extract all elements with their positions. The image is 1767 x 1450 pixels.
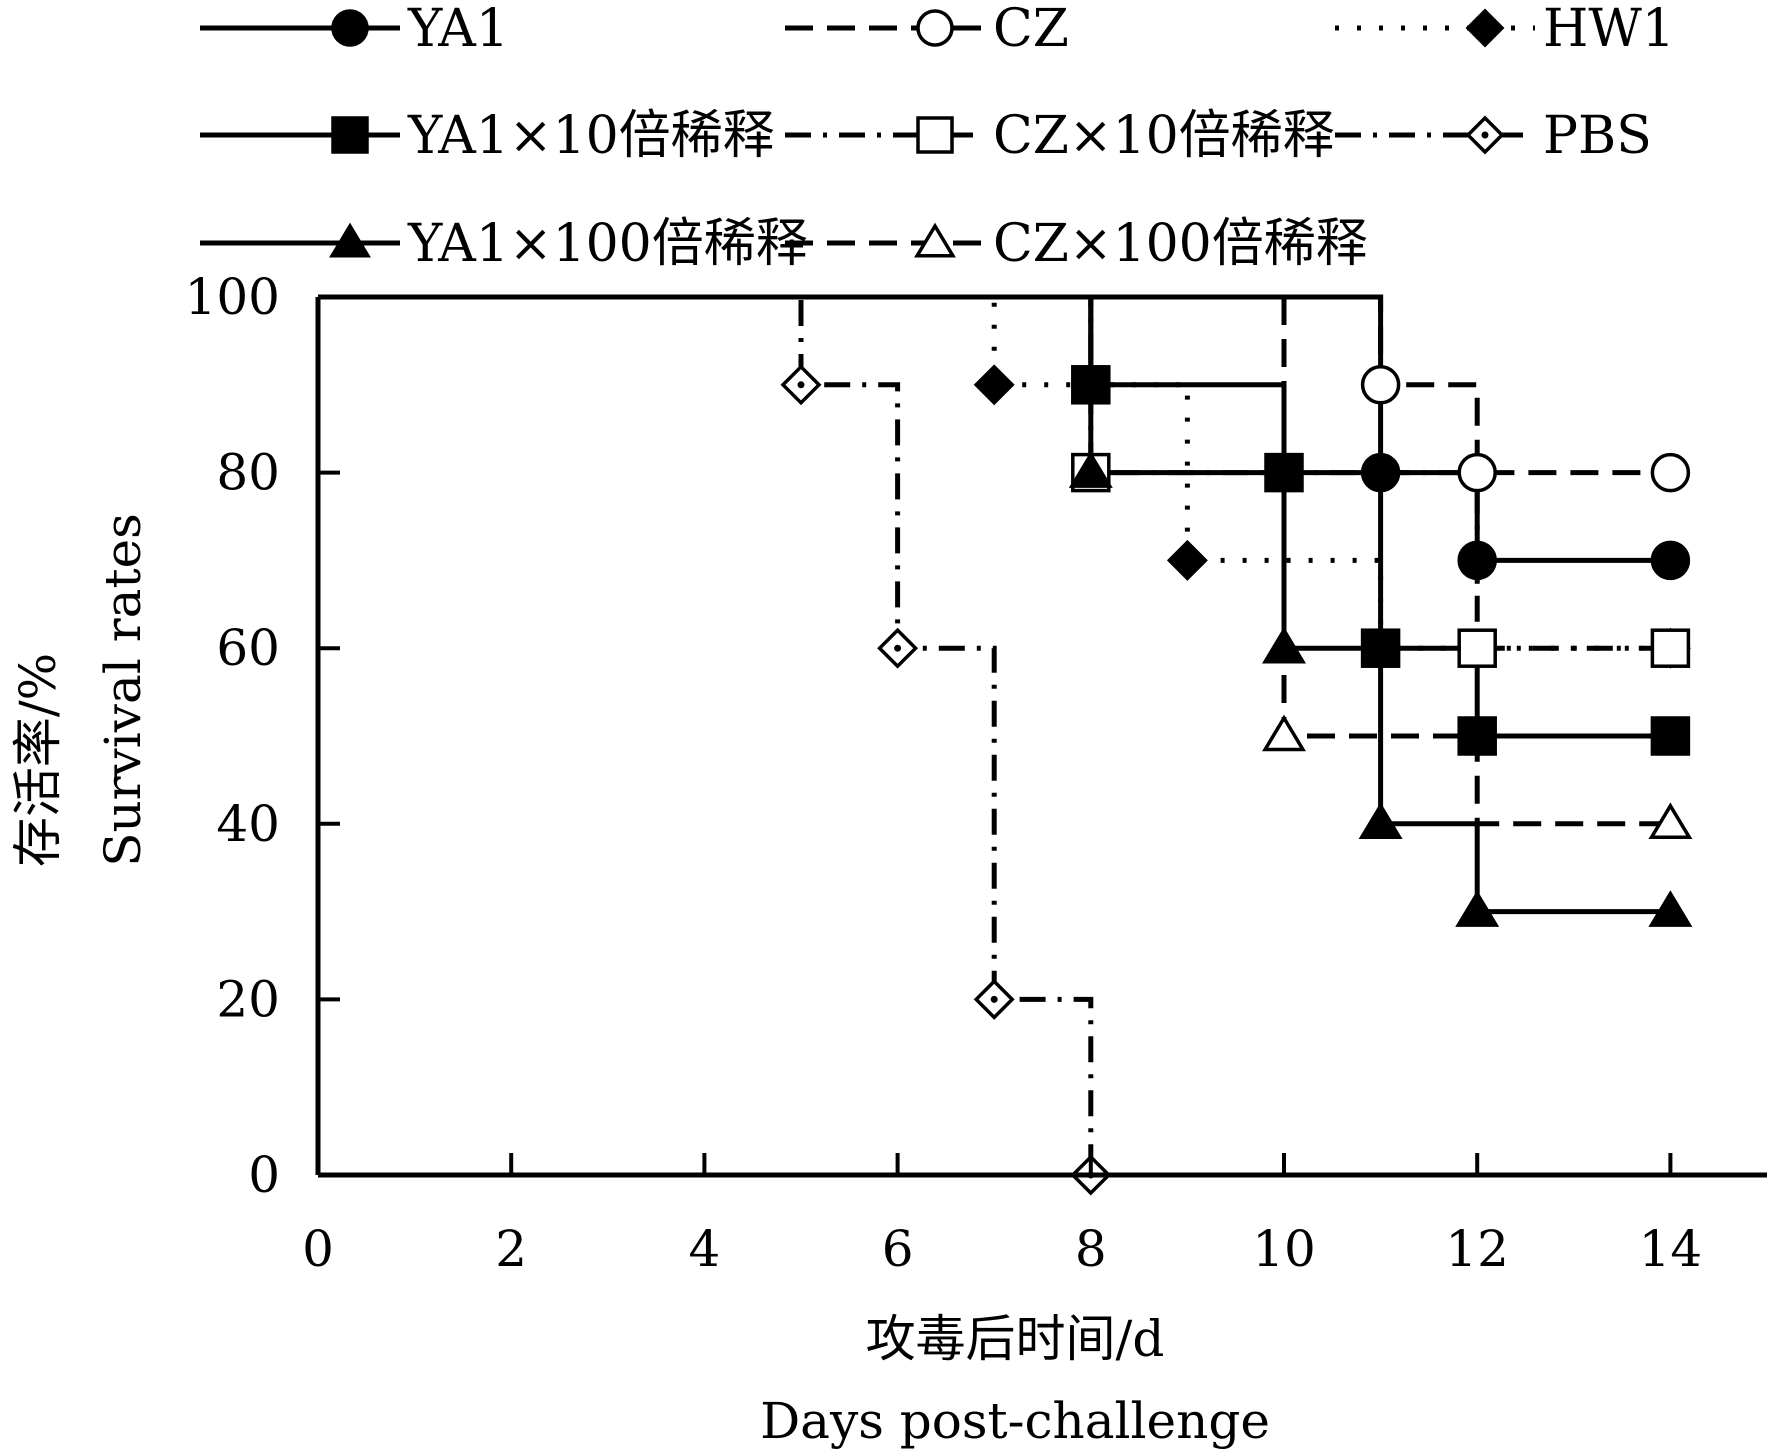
- data-point-hw1-day-9: [1166, 539, 1208, 581]
- legend-marker-hw1: [1465, 8, 1505, 48]
- y-tick-label-0: 0: [248, 1146, 280, 1204]
- data-point-cz-day-14: [1650, 452, 1691, 493]
- x-tick-label-8: 8: [1075, 1220, 1107, 1278]
- legend-marker-czx10: [916, 116, 954, 154]
- data-point-pbs-day-7-dot: [990, 995, 998, 1003]
- data-point-czx10-day-12: [1457, 628, 1497, 668]
- x-tick-labels: 0 2 4 6 8 10 12 14: [302, 1220, 1702, 1278]
- data-point-pbs-day-6-dot: [894, 644, 902, 652]
- legend-label-cz: CZ: [993, 0, 1069, 59]
- y-axis-label-english: Survival rates: [94, 513, 152, 867]
- legend-label-czx10: CZ×10倍稀释: [993, 106, 1335, 166]
- legend-label-hw1: HW1: [1543, 0, 1675, 59]
- data-point-ya1x100-day-11: [1358, 802, 1403, 840]
- x-axis-label-english: Days post-challenge: [760, 1392, 1270, 1450]
- x-tick-label-14: 14: [1639, 1220, 1703, 1278]
- legend-label-ya1x10: YA1×10倍稀释: [407, 106, 775, 166]
- axes: [315, 295, 1767, 1178]
- data-point-ya1x100-day-12: [1455, 890, 1500, 927]
- legend-label-ya1: YA1: [407, 0, 509, 59]
- legend-label-pbs: PBS: [1543, 106, 1652, 166]
- series-lines: [318, 294, 1671, 1175]
- data-point-pbs-day-5-dot: [797, 381, 805, 389]
- x-axis-label: 攻毒后时间/d: [866, 1310, 1165, 1368]
- y-tick-labels: 0 20 40 60 80 100: [185, 268, 280, 1204]
- legend-marker-ya1: [331, 9, 369, 47]
- legend-marker-czx100: [914, 222, 956, 258]
- legend-marker-ya1x10: [331, 116, 369, 154]
- data-point-czx100-day-14: [1648, 802, 1693, 840]
- x-tick-label-12: 12: [1445, 1220, 1509, 1278]
- data-point-ya1-day-12: [1457, 540, 1497, 581]
- data-point-ya1-day-14: [1650, 540, 1691, 581]
- data-point-czx100-day-10: [1262, 714, 1306, 752]
- y-tick-label-80: 80: [216, 444, 280, 502]
- x-tick-label-10: 10: [1252, 1220, 1316, 1278]
- y-tick-label-20: 20: [216, 970, 280, 1028]
- data-point-ya1x10-day-11: [1360, 628, 1401, 668]
- y-tick-label-40: 40: [216, 795, 280, 853]
- data-point-ya1x10-day-14: [1650, 716, 1691, 756]
- data-point-ya1x100-day-10: [1262, 626, 1306, 664]
- series-line-ya1: [318, 294, 1671, 563]
- data-point-ya1x100-day-14: [1648, 890, 1693, 927]
- data-point-hw1-day-7: [973, 364, 1015, 406]
- data-point-cz-day-11: [1360, 365, 1401, 405]
- data-point-czx10-day-14: [1650, 628, 1691, 668]
- data-point-ya1x10-day-8: [1071, 365, 1111, 405]
- plot-area: 0 2 4 6 8 10 12 14 0 20 40 60 80 100: [185, 268, 1767, 1278]
- series-line-czx100: [318, 294, 1671, 827]
- y-axis-label: 存活率/%: [9, 653, 67, 867]
- x-tick-label-4: 4: [688, 1220, 720, 1278]
- legend-marker-cz: [916, 9, 954, 47]
- legend-marker-ya1x100: [329, 222, 371, 258]
- data-point-ya1x10-day-12: [1457, 716, 1497, 756]
- legend-label-ya1x100: YA1×100倍稀释: [407, 214, 808, 274]
- legend-label-czx100: CZ×100倍稀释: [993, 214, 1368, 274]
- x-tick-label-0: 0: [302, 1220, 334, 1278]
- series-markers: [780, 364, 1693, 1196]
- data-point-cz-day-12: [1457, 452, 1497, 493]
- data-point-ya1-day-11: [1360, 452, 1401, 493]
- data-point-ya1x100-day-8: [1068, 451, 1113, 488]
- x-tick-label-6: 6: [882, 1220, 914, 1278]
- x-tick-label-2: 2: [495, 1220, 527, 1278]
- y-tick-label-60: 60: [216, 619, 280, 677]
- legend: YA1 CZ HW1 YA1×10倍稀释 CZ×10倍稀释 PBS YA1×100倍稀释 CZ…: [200, 0, 1675, 274]
- series-line-pbs: [318, 294, 1094, 1175]
- legend-marker-pbs-dot: [1481, 131, 1489, 139]
- y-tick-label-100: 100: [185, 268, 280, 326]
- data-point-ya1x10-day-10: [1264, 452, 1304, 493]
